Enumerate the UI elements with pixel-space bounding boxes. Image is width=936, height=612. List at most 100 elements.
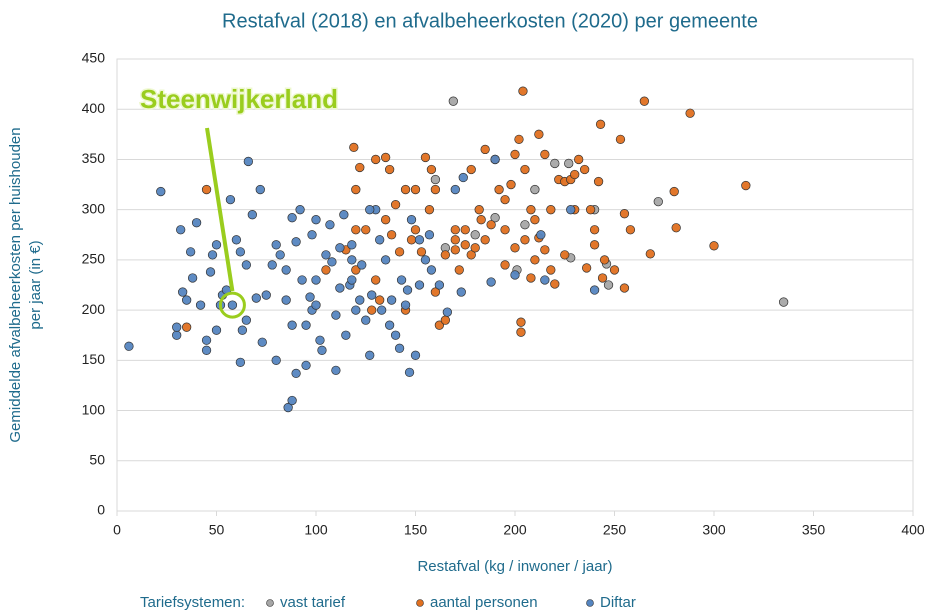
- point: [375, 295, 385, 305]
- legend-marker: [586, 599, 594, 607]
- point: [172, 330, 182, 340]
- point: [434, 280, 445, 290]
- point: [430, 184, 441, 195]
- point: [466, 164, 476, 175]
- point: [321, 250, 331, 260]
- point: [317, 345, 327, 355]
- y-tick-label: 350: [82, 150, 106, 166]
- point: [460, 240, 470, 250]
- point: [301, 320, 311, 330]
- legend-label: Diftar: [600, 594, 636, 611]
- point: [597, 273, 608, 283]
- point: [178, 287, 188, 297]
- point: [534, 129, 544, 139]
- point: [486, 277, 496, 287]
- point: [426, 164, 437, 175]
- point: [235, 357, 246, 367]
- point: [420, 255, 431, 265]
- point: [520, 164, 530, 175]
- point: [450, 245, 460, 255]
- point: [619, 283, 630, 293]
- point: [599, 255, 610, 265]
- point: [371, 275, 381, 285]
- point: [335, 283, 345, 293]
- x-tick-label: 400: [901, 522, 925, 538]
- point: [474, 205, 484, 215]
- point: [201, 345, 212, 355]
- point: [500, 260, 510, 270]
- point: [361, 315, 371, 325]
- point: [520, 220, 530, 230]
- y-tick-label: 0: [97, 502, 105, 518]
- point: [295, 205, 305, 215]
- point: [779, 297, 789, 307]
- point: [424, 230, 435, 240]
- point: [450, 184, 460, 195]
- point: [281, 265, 291, 275]
- point: [460, 225, 470, 235]
- y-tick-label: 300: [82, 200, 106, 216]
- point: [574, 154, 584, 165]
- point: [400, 300, 411, 310]
- point: [211, 325, 222, 335]
- point: [331, 310, 341, 320]
- point: [741, 180, 751, 191]
- point: [384, 320, 395, 330]
- point: [381, 255, 391, 265]
- point: [271, 240, 281, 250]
- point: [440, 315, 451, 325]
- point: [255, 184, 265, 195]
- point: [384, 164, 395, 175]
- point: [430, 174, 441, 185]
- point: [454, 265, 464, 275]
- point: [172, 322, 182, 332]
- point: [241, 260, 252, 270]
- point: [402, 285, 413, 295]
- point: [195, 300, 206, 310]
- point: [377, 305, 387, 315]
- point: [394, 343, 405, 353]
- point: [325, 220, 335, 230]
- x-tick-label: 100: [304, 522, 328, 538]
- point: [331, 365, 341, 376]
- point: [375, 235, 385, 245]
- y-tick-label: 200: [82, 301, 106, 317]
- point: [480, 235, 490, 245]
- annotation: Steenwijkerland: [140, 84, 338, 114]
- point: [225, 194, 236, 205]
- y-tick-label: 50: [89, 451, 105, 467]
- point: [530, 255, 540, 265]
- point: [466, 250, 476, 260]
- point: [414, 235, 425, 245]
- point: [530, 215, 540, 225]
- point: [156, 186, 166, 197]
- point: [526, 273, 536, 283]
- point: [510, 243, 520, 253]
- point: [540, 245, 550, 255]
- point: [307, 230, 317, 240]
- point: [297, 275, 307, 285]
- point: [386, 230, 397, 240]
- point: [500, 194, 510, 205]
- point: [510, 149, 520, 160]
- point: [335, 243, 345, 253]
- point: [560, 250, 570, 260]
- point: [257, 337, 267, 347]
- point: [247, 210, 257, 220]
- point: [271, 355, 281, 365]
- point: [207, 250, 218, 260]
- point: [241, 315, 252, 325]
- point: [448, 96, 458, 106]
- point: [390, 330, 401, 340]
- point: [581, 263, 592, 273]
- point: [355, 295, 365, 305]
- point: [400, 184, 411, 195]
- point: [645, 249, 655, 259]
- point: [442, 307, 452, 317]
- point: [181, 322, 192, 332]
- point: [589, 225, 600, 235]
- point: [355, 162, 365, 173]
- point: [580, 164, 590, 175]
- point: [506, 179, 516, 190]
